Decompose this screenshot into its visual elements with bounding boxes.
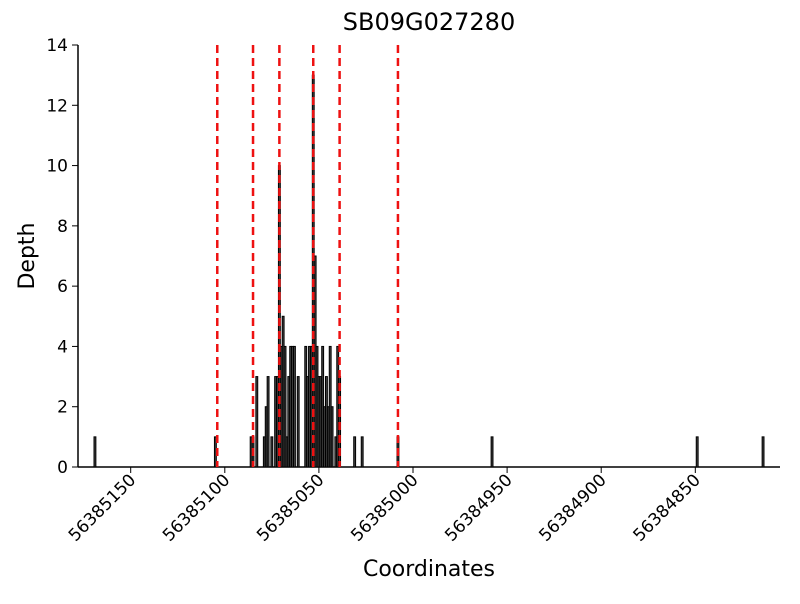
x-tick-label: 56385150 bbox=[65, 470, 140, 545]
x-tick-label: 56384900 bbox=[535, 470, 610, 545]
bar bbox=[761, 436, 765, 468]
bar bbox=[353, 436, 357, 468]
bar bbox=[330, 406, 334, 468]
bar bbox=[283, 345, 287, 468]
chart-title: SB09G027280 bbox=[343, 8, 515, 36]
y-axis-label: Depth bbox=[15, 222, 40, 289]
y-tick-label: 2 bbox=[57, 398, 68, 418]
bar bbox=[296, 376, 300, 468]
x-tick-label: 56384950 bbox=[441, 470, 516, 545]
x-tick-label: 56385100 bbox=[159, 470, 234, 545]
bar bbox=[270, 436, 274, 468]
y-tick-label: 10 bbox=[46, 157, 68, 177]
x-axis-label: Coordinates bbox=[363, 557, 495, 582]
y-tick-label: 6 bbox=[57, 277, 68, 297]
bar bbox=[490, 436, 494, 468]
bar bbox=[255, 376, 259, 468]
x-tick-label: 56384850 bbox=[630, 470, 705, 545]
bar bbox=[360, 436, 364, 468]
y-tick-label: 12 bbox=[46, 96, 68, 116]
bar bbox=[266, 376, 270, 468]
bar bbox=[93, 436, 97, 468]
bar bbox=[695, 436, 699, 468]
y-tick-label: 8 bbox=[57, 217, 68, 237]
x-tick-label: 56385050 bbox=[253, 470, 328, 545]
bar bbox=[292, 345, 296, 468]
y-tick-label: 14 bbox=[46, 36, 68, 56]
y-tick-label: 0 bbox=[57, 458, 68, 478]
y-tick-label: 4 bbox=[57, 337, 68, 357]
x-tick-label: 56385000 bbox=[347, 470, 422, 545]
